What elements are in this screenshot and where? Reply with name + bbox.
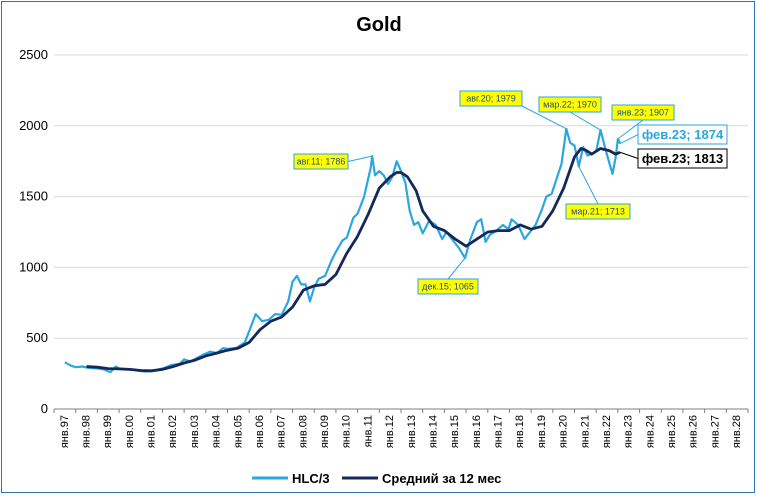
chart-title: Gold <box>356 14 402 36</box>
x-tick-label: янв.11 <box>362 415 374 447</box>
x-tick-label: янв.25 <box>666 415 678 448</box>
x-tick-label: янв.03 <box>189 415 201 448</box>
x-tick-label: янв.09 <box>319 415 331 448</box>
y-tick-label: 0 <box>41 401 48 416</box>
x-tick-label: янв.17 <box>493 415 505 448</box>
annotation-leader <box>569 111 601 131</box>
annotation-label: авг.20; 1979 <box>466 94 516 104</box>
x-tick-label: янв.10 <box>341 415 353 448</box>
legend: HLC/3 Средний за 12 мес <box>252 471 501 486</box>
x-tick-label: янв.19 <box>536 415 548 448</box>
x-tick-label: янв.08 <box>297 415 309 448</box>
x-tick-label: янв.04 <box>211 415 223 448</box>
annotation-box <box>293 153 349 170</box>
x-tick-label: янв.14 <box>427 415 439 448</box>
x-tick-label: янв.99 <box>102 415 114 448</box>
x-tick-label: янв.24 <box>644 415 656 448</box>
y-tick-label: 1500 <box>19 189 48 204</box>
annotation-leader <box>617 119 644 140</box>
annotation-box <box>611 104 675 121</box>
x-tick-label: янв.12 <box>384 415 396 448</box>
annotation-leader <box>578 166 599 205</box>
annotation-label: мар.21; 1713 <box>571 207 625 217</box>
x-tick-label: янв.28 <box>731 415 743 448</box>
x-tick-label: янв.05 <box>232 415 244 448</box>
annotation-label: дек.15; 1065 <box>422 282 474 292</box>
annotation-label: авг.11; 1786 <box>297 157 346 167</box>
annotation-label: фев.23; 1874 <box>642 127 724 142</box>
x-tick-label: янв.27 <box>709 415 721 448</box>
annotation-box <box>637 124 728 145</box>
annotation-label: янв.23; 1907 <box>617 108 669 118</box>
x-tick-label: янв.02 <box>167 415 179 448</box>
annotations: авг.11; 1786 авг.20; 1979 мар.22; 1970 янв.… <box>293 90 728 295</box>
x-tick-label: янв.20 <box>558 415 570 448</box>
x-tick-label: янв.21 <box>579 415 591 448</box>
annotation-leader <box>347 155 373 162</box>
annotation-box <box>565 203 631 220</box>
series-avg-line <box>86 147 621 373</box>
legend-hlc-label: HLC/3 <box>292 471 330 486</box>
x-tick-label: янв.26 <box>688 415 700 448</box>
x-tick-label: янв.97 <box>59 415 71 448</box>
y-tick-label: 500 <box>26 330 48 345</box>
x-axis-ticks: янв.97 янв.98 янв.99 янв.00 янв.01 янв.02 янв.… <box>53 409 749 448</box>
annotation-box <box>637 148 728 169</box>
series-lines <box>64 127 622 374</box>
x-tick-label: янв.22 <box>601 415 613 448</box>
y-tick-label: 2500 <box>19 47 48 62</box>
gridlines <box>54 54 748 410</box>
legend-avg-label: Средний за 12 мес <box>382 471 501 486</box>
x-tick-label: янв.16 <box>471 415 483 448</box>
y-tick-label: 2000 <box>19 118 48 133</box>
x-tick-label: янв.00 <box>124 415 136 448</box>
x-tick-label: янв.23 <box>623 415 635 448</box>
x-tick-label: янв.07 <box>276 415 288 448</box>
y-tick-label: 1000 <box>19 259 48 274</box>
x-tick-label: янв.01 <box>146 415 158 448</box>
x-tick-label: янв.15 <box>449 415 461 448</box>
annotation-label: мар.22; 1970 <box>543 100 597 110</box>
x-tick-label: янв.98 <box>80 415 92 448</box>
annotation-box <box>417 278 479 295</box>
annotation-leader <box>521 105 567 130</box>
annotation-leader <box>447 257 466 280</box>
x-tick-label: янв.18 <box>514 415 526 448</box>
annotation-box <box>459 90 523 107</box>
annotation-leader <box>619 134 639 145</box>
annotation-box <box>538 96 602 113</box>
annotation-label: фев.23; 1813 <box>642 151 723 166</box>
series-hlc-line <box>64 127 622 374</box>
annotation-leader <box>619 151 639 159</box>
y-axis-ticks: 0 500 1000 1500 2000 2500 <box>19 47 48 416</box>
x-tick-label: янв.06 <box>254 415 266 448</box>
x-tick-label: янв.13 <box>406 415 418 448</box>
